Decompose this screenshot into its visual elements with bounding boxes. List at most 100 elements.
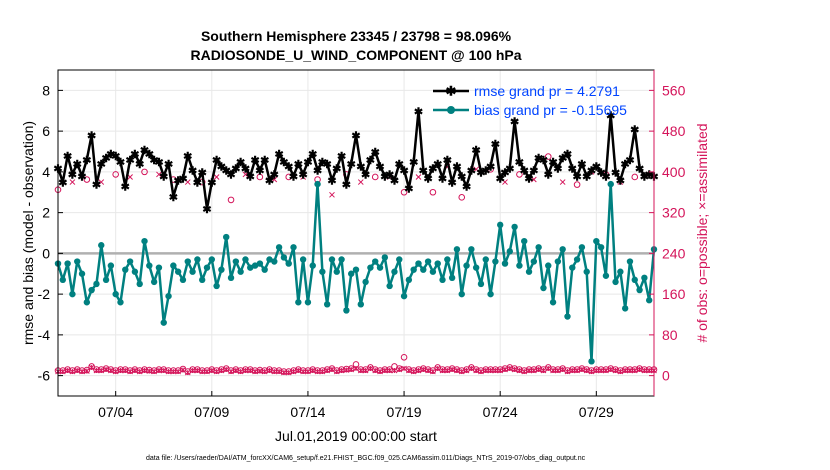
legend-rmse-marker: ✱ [446, 84, 457, 99]
rmse-point: ✱ [558, 153, 567, 165]
rmse-point: ✱ [472, 145, 481, 157]
obs-assimilated-upper-stroke [300, 174, 306, 180]
rmse-point: ✱ [92, 180, 101, 192]
rmse-point: ✱ [308, 149, 317, 161]
bias-point [280, 254, 288, 261]
obs-assimilated-upper-point [415, 174, 422, 180]
obs-possible-upper-point [544, 153, 552, 160]
bias-point [530, 258, 538, 265]
y-tick-label-right: 240 [662, 245, 686, 261]
obs-assimilated-upper-point [530, 176, 537, 183]
x-tick-label: 07/09 [194, 404, 229, 420]
rmse-point: ✱ [510, 116, 519, 128]
bias-point [472, 264, 480, 271]
obs-assimilated-point [454, 367, 460, 374]
bias-point [338, 256, 345, 263]
rmse-point: ✱ [58, 178, 67, 190]
bias-point [295, 299, 302, 306]
rmse-point: ✱ [313, 165, 322, 177]
rmse-point: ✱ [87, 131, 96, 143]
bias-point [271, 258, 278, 265]
bias-point [352, 266, 360, 273]
rmse-point: ✱ [154, 157, 163, 169]
obs-assimilated-point [420, 366, 427, 373]
bias-point [83, 299, 91, 306]
bias-point [448, 274, 456, 282]
bias-point [559, 246, 566, 253]
obs-assimilated-point [290, 368, 297, 375]
obs-assimilated-point [487, 367, 494, 374]
rmse-point: ✱ [577, 159, 586, 171]
rmse-point: ✱ [428, 163, 437, 175]
bias-point [179, 276, 187, 284]
obs-assimilated-point [612, 367, 619, 374]
bias-point [59, 276, 67, 284]
bias-point [194, 256, 201, 263]
obs-assimilated-point [83, 368, 90, 374]
bias-point [381, 254, 389, 261]
obs-assimilated-point [156, 367, 162, 374]
bias-point [88, 286, 95, 294]
obs-assimilated-point [122, 367, 129, 374]
rmse-point: ✱ [438, 173, 447, 185]
y-tick-label-right: 400 [662, 164, 686, 180]
bias-point [554, 258, 562, 265]
rmse-point: ✱ [318, 157, 327, 169]
rmse-point: ✱ [193, 178, 202, 190]
rmse-point: ✱ [539, 155, 548, 167]
obs-assimilated-point [93, 367, 100, 374]
rmse-point: ✱ [164, 159, 173, 171]
rmse-point: ✱ [279, 157, 288, 169]
rmse-point: ✱ [125, 155, 134, 167]
rmse-point: ✱ [592, 161, 601, 173]
obs-assimilated-upper-stroke [502, 179, 508, 185]
rmse-point: ✱ [356, 161, 365, 173]
bias-point [549, 299, 557, 306]
obs-assimilated-point [146, 368, 153, 374]
bias-point [117, 299, 124, 306]
obs-assimilated-point [199, 368, 206, 375]
bias-point [213, 282, 220, 290]
obs-assimilated-point [478, 368, 484, 375]
rmse-point: ✱ [375, 161, 384, 173]
rmse-point: ✱ [582, 171, 591, 183]
obs-assimilated-point [430, 368, 436, 375]
rmse-point: ✱ [342, 180, 351, 192]
obs-layer [54, 153, 658, 376]
obs-assimilated-point [372, 367, 379, 374]
bias-point [146, 262, 153, 269]
obs-assimilated-point [444, 367, 451, 374]
obs-assimilated-point [540, 367, 547, 374]
bias-point [588, 358, 595, 365]
obs-assimilated-point [252, 368, 258, 375]
obs-possible-upper-point [516, 171, 523, 178]
bias-point [174, 268, 182, 275]
bias-point [69, 290, 76, 298]
rmse-point: ✱ [423, 173, 432, 185]
bias-layer [54, 180, 658, 365]
obs-assimilated-point [184, 369, 191, 376]
obs-assimilated-point [357, 367, 364, 374]
rmse-point: ✱ [274, 149, 283, 161]
obs-assimilated-point [271, 368, 278, 375]
bias-point [347, 270, 355, 277]
obs-assimilated-point [300, 368, 306, 375]
obs-assimilated-upper-stroke [271, 176, 278, 183]
chart-title: Southern Hemisphere 23345 / 23798 = 98.0… [201, 28, 512, 44]
obs-assimilated-point [641, 367, 648, 374]
y-axis-right-label: # of obs: o=possible; ×=assimilated [694, 123, 710, 342]
bias-point [319, 268, 326, 275]
y-tick-label-right: 480 [662, 123, 686, 139]
obs-assimilated-upper-point [300, 174, 306, 180]
rmse-point: ✱ [640, 171, 649, 183]
obs-assimilated-upper-stroke [559, 179, 566, 185]
rmse-point: ✱ [207, 178, 216, 190]
bias-point [516, 262, 523, 269]
rmse-point: ✱ [351, 131, 360, 143]
obs-assimilated-upper-point [184, 179, 191, 185]
y-tick-label-left: 0 [42, 245, 50, 261]
rmse-point: ✱ [135, 159, 144, 171]
rmse-point: ✱ [150, 155, 159, 167]
obs-assimilated-point [631, 367, 638, 374]
obs-assimilated-point [574, 367, 580, 374]
